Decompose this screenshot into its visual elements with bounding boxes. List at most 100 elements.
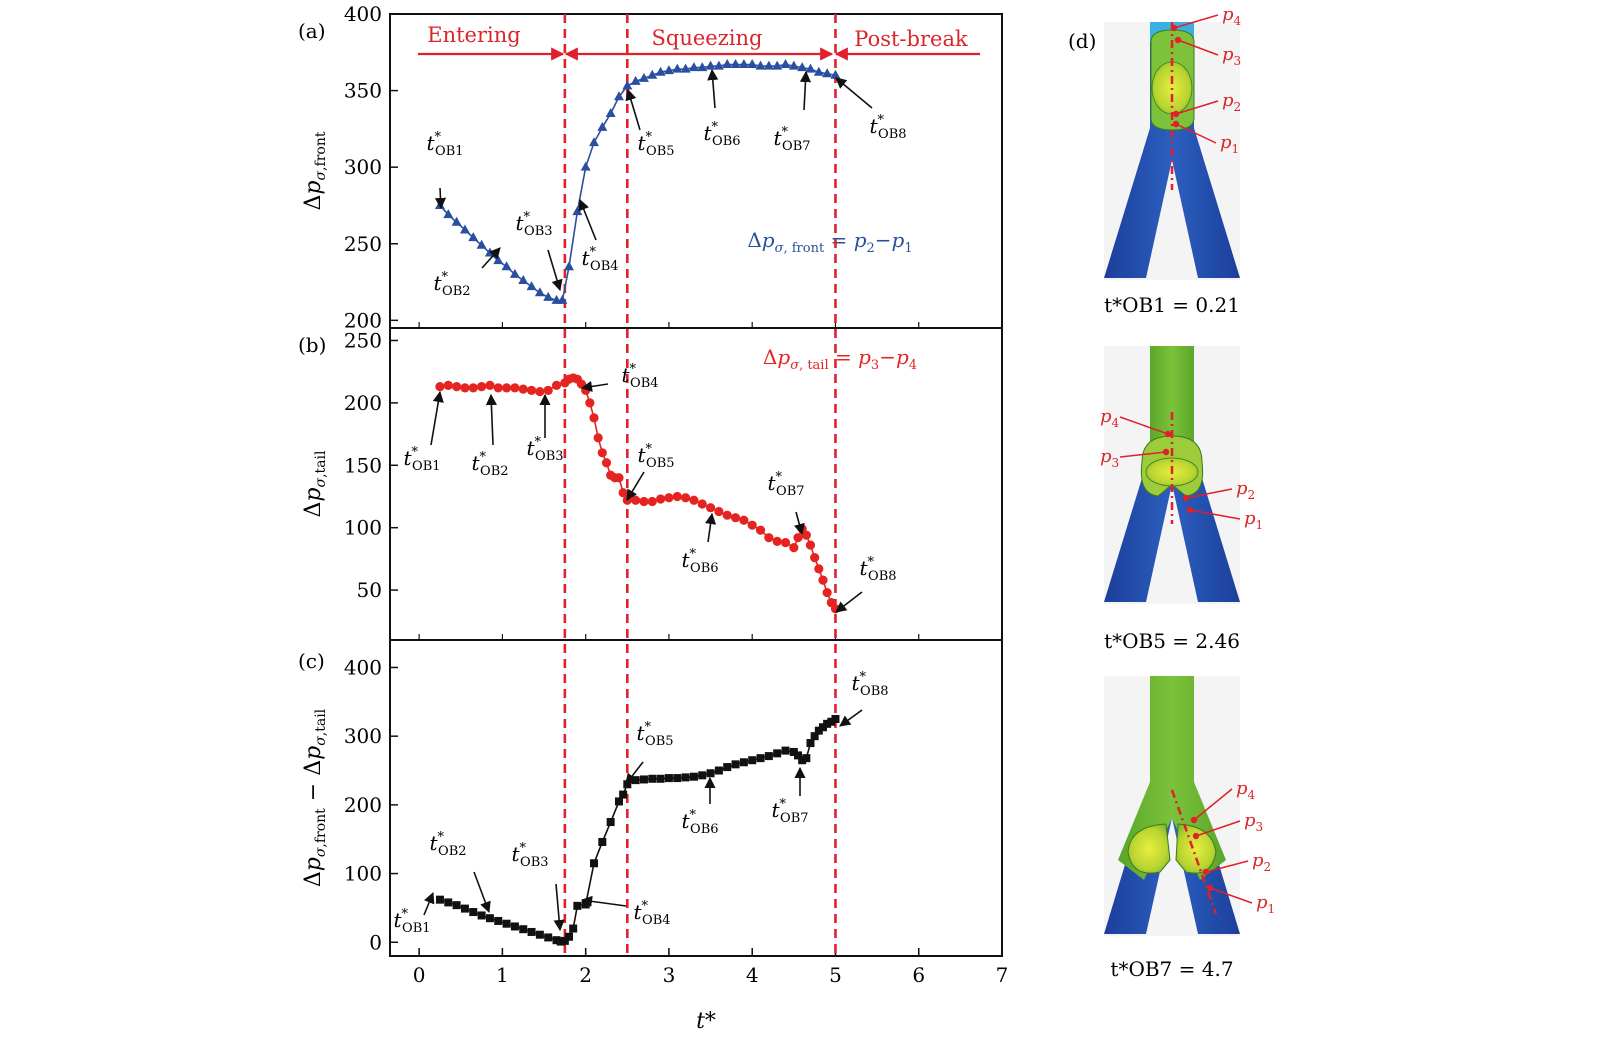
data-point [822,587,832,598]
data-point [560,936,569,945]
data-point [631,776,640,785]
data-point [689,772,698,781]
probe-leader [1193,788,1233,821]
snapshot-3-centerline [1170,789,1218,915]
data-point [543,385,553,395]
x-tick-label: 2 [579,963,592,987]
annotation-label: t* OB8 [851,670,888,699]
data-point [451,216,462,226]
data-point [739,758,748,767]
data-point [527,927,536,936]
annotation-label: t* OB7 [767,470,804,499]
data-point [551,380,562,391]
ylabel-a: Δpσ,front [301,131,329,210]
annotation-arrow [835,591,863,613]
annotation-label: t* OB4 [633,899,670,928]
annotation-arrow [625,88,641,131]
data-point [444,898,453,907]
data-point [606,818,615,827]
probe-point [1172,110,1180,118]
data-point [647,69,658,79]
annotation-arrow [485,393,497,446]
probe-leader [1209,887,1253,904]
data-point [526,281,537,291]
data-point [802,754,811,763]
data-point [672,63,683,73]
annotation-arrow [434,187,447,210]
data-point [764,752,773,761]
annotation-label: t* OB4 [581,245,618,274]
data-point [543,291,554,301]
data-point [813,66,824,76]
probe-leader [1189,509,1241,520]
annotation-label: t* OB8 [869,113,906,142]
data-point [639,775,648,784]
annotation-arrow [578,198,597,241]
probe-label: p3 [1244,810,1263,834]
x-tick-label: 1 [496,963,509,987]
data-point [818,723,827,732]
y-tick-label: 350 [344,79,382,103]
data-point [805,63,816,73]
data-point [556,937,565,946]
annotation-arrow [580,380,609,393]
annotation-label: t* OB8 [859,555,896,584]
snapshot-1: t*OB1 = 0.21 [1104,22,1240,317]
data-point [585,398,595,408]
snapshots: t*OB1 = 0.21 t*OB5 = 2.46 t*OB7 = 4.7 p4… [1100,4,1275,981]
data-point [689,495,699,505]
probe-label: p4 [1100,406,1120,430]
data-point [722,59,733,69]
data-point [810,553,820,563]
data-point [476,382,487,392]
data-point [814,564,824,574]
data-point [722,510,732,520]
data-point [738,59,749,69]
panel-a-frame [389,13,1003,329]
data-point [597,121,608,131]
annotation-arrow [481,247,501,269]
data-point [772,60,783,70]
annotation-arrow [799,70,812,111]
data-point [713,60,724,70]
data-point [493,255,504,265]
data-point [656,494,666,504]
annotation-label: t* OB2 [433,270,470,299]
y-tick-label: 50 [357,578,382,602]
probe-label: p2 [1252,850,1271,874]
data-point [593,433,603,443]
data-point [705,60,716,70]
probe-label: p3 [1100,446,1119,470]
data-point [435,895,444,904]
data-point [781,746,790,755]
data-point [557,294,568,304]
annotation-arrow [423,891,435,916]
y-tick-label: 200 [344,391,382,415]
data-point [639,496,649,507]
data-point [688,62,699,72]
data-point [655,66,666,76]
data-point [589,413,599,423]
data-point [638,72,649,82]
data-point [509,268,520,278]
data-point [443,209,454,219]
data-point [763,60,774,70]
probe-point [1174,36,1182,44]
annotation-label: t* OB5 [637,130,674,159]
data-point [705,503,716,513]
data-point [468,383,478,393]
data-point [739,515,749,525]
annotation-label: t* OB4 [621,362,658,391]
data-point [510,383,520,393]
axes-layer: 0 1 2 3 4 5 6 720025030035040050100150200250010… [344,2,1009,987]
probe-point [1182,494,1190,502]
x-tick-label: 7 [996,963,1009,987]
data-point [501,261,512,271]
data-point [526,385,537,395]
annotation-arrow [547,249,563,292]
data-point [614,797,623,806]
data-point [810,732,819,741]
data-point [601,458,612,468]
x-tick-label: 6 [912,963,925,987]
